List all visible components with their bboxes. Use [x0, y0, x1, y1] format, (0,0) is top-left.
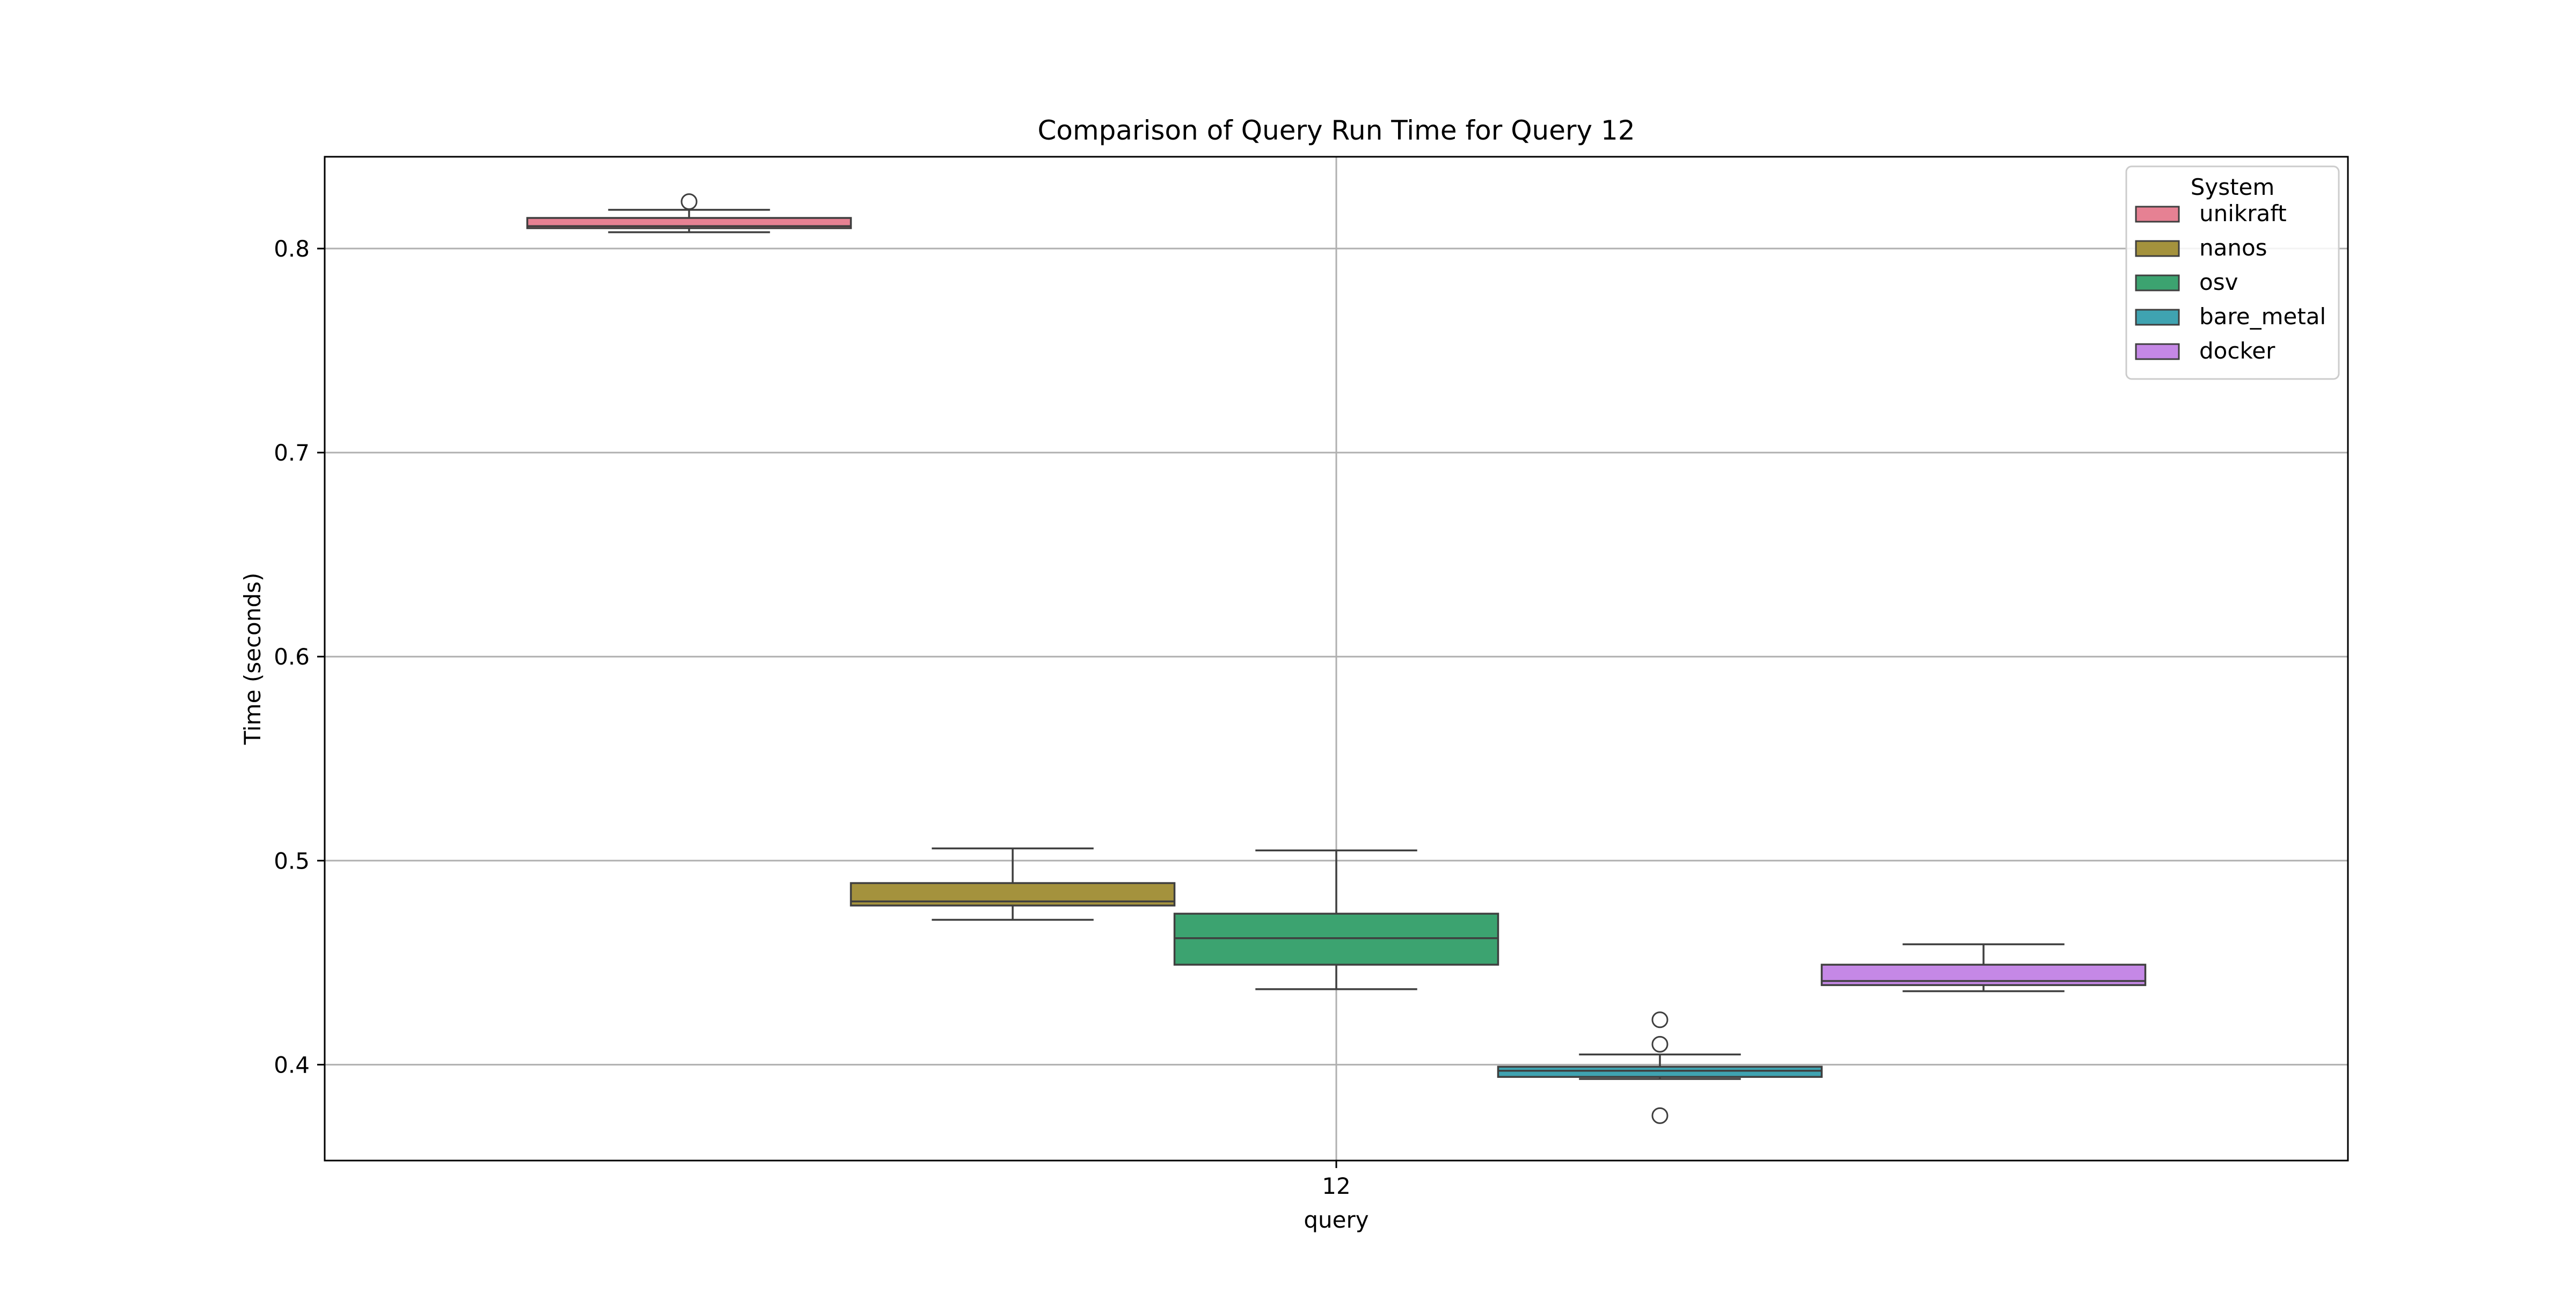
legend-item-osv: osv: [2135, 269, 2238, 295]
outlier-point: [680, 193, 698, 210]
legend-item-nanos: nanos: [2135, 235, 2267, 261]
legend-swatch: [2135, 343, 2180, 360]
legend-item-bare_metal: bare_metal: [2135, 303, 2326, 330]
outlier-point: [1651, 1035, 1668, 1053]
outlier-point: [1651, 1011, 1668, 1029]
legend-item-docker: docker: [2135, 338, 2275, 364]
box-unikraft: [526, 193, 852, 234]
y-tick-label: 0.8: [274, 236, 310, 262]
y-tick-label: 0.7: [274, 440, 310, 466]
legend-swatch: [2135, 206, 2180, 223]
x-axis-label: query: [1304, 1207, 1368, 1233]
legend-label: osv: [2199, 269, 2238, 295]
box-body: [1173, 913, 1499, 966]
box-nanos: [850, 847, 1176, 921]
legend-label: unikraft: [2199, 200, 2287, 227]
legend-label: bare_metal: [2199, 303, 2326, 330]
legend-swatch: [2135, 309, 2180, 326]
outlier-point: [1651, 1107, 1668, 1124]
legend-swatch: [2135, 240, 2180, 257]
legend-label: nanos: [2199, 235, 2267, 261]
box-body: [1820, 964, 2147, 986]
axes: 0.4 0.5 0.6 0.7 0.8 12: [274, 236, 1351, 1199]
box-bare_metal: [1497, 1011, 1823, 1124]
x-tick-label: 12: [1322, 1173, 1350, 1199]
legend-title: System: [2191, 174, 2275, 200]
box-osv: [1173, 849, 1499, 990]
chart-title: Comparison of Query Run Time for Query 1…: [1037, 115, 1635, 146]
box-body: [1497, 1066, 1823, 1078]
box-series: [526, 193, 2147, 1124]
legend-swatch: [2135, 274, 2180, 291]
legend-item-unikraft: unikraft: [2135, 200, 2287, 227]
box-docker: [1820, 943, 2147, 993]
y-tick-label: 0.6: [274, 644, 310, 670]
legend-label: docker: [2199, 338, 2275, 364]
y-tick-label: 0.5: [274, 848, 310, 874]
y-axis-label: Time (seconds): [239, 573, 266, 746]
y-tick-label: 0.4: [274, 1052, 310, 1078]
